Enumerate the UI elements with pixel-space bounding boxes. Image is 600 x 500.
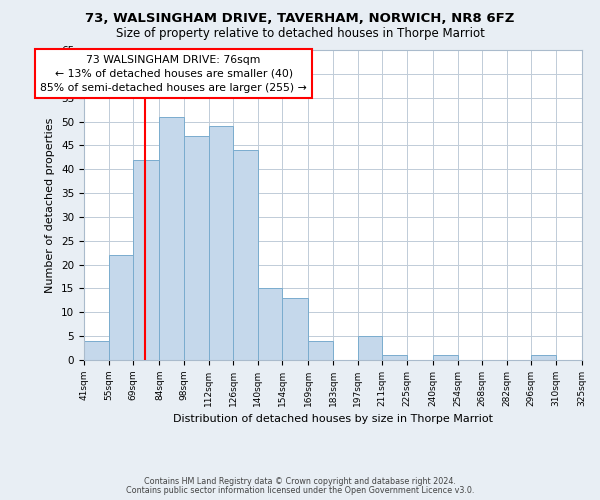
Y-axis label: Number of detached properties: Number of detached properties [46, 118, 55, 292]
X-axis label: Distribution of detached houses by size in Thorpe Marriot: Distribution of detached houses by size … [173, 414, 493, 424]
Bar [433, 355, 458, 360]
Bar [133, 160, 160, 360]
Bar [109, 255, 133, 360]
Bar [382, 355, 407, 360]
Text: Size of property relative to detached houses in Thorpe Marriot: Size of property relative to detached ho… [116, 28, 484, 40]
Bar [233, 150, 257, 360]
Bar [308, 341, 333, 360]
Bar [160, 117, 184, 360]
Bar [531, 355, 556, 360]
Bar [209, 126, 233, 360]
Text: Contains public sector information licensed under the Open Government Licence v3: Contains public sector information licen… [126, 486, 474, 495]
Bar [358, 336, 382, 360]
Bar [582, 355, 600, 360]
Bar [184, 136, 209, 360]
Text: 73, WALSINGHAM DRIVE, TAVERHAM, NORWICH, NR8 6FZ: 73, WALSINGHAM DRIVE, TAVERHAM, NORWICH,… [85, 12, 515, 26]
Text: 73 WALSINGHAM DRIVE: 76sqm
← 13% of detached houses are smaller (40)
85% of semi: 73 WALSINGHAM DRIVE: 76sqm ← 13% of deta… [40, 54, 307, 92]
Text: Contains HM Land Registry data © Crown copyright and database right 2024.: Contains HM Land Registry data © Crown c… [144, 477, 456, 486]
Bar [257, 288, 282, 360]
Bar [84, 341, 109, 360]
Bar [282, 298, 308, 360]
